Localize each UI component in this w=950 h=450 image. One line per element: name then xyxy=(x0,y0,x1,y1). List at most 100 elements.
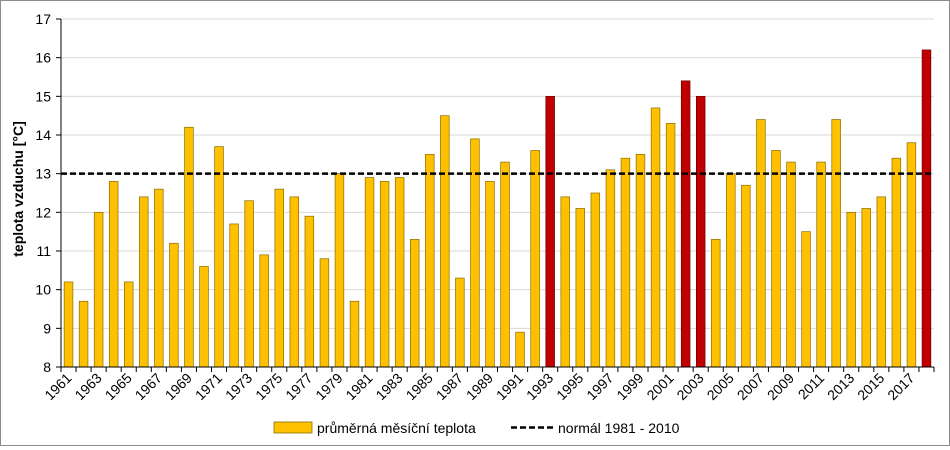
bar-1977 xyxy=(304,215,315,368)
x-tick-label: 1963 xyxy=(71,370,104,403)
bar-1961 xyxy=(63,281,74,368)
x-tick-label: 2015 xyxy=(854,370,887,403)
bar-1985 xyxy=(425,153,435,368)
x-tick-label: 1997 xyxy=(583,370,616,403)
bar-1994 xyxy=(560,196,570,368)
y-tick-label: 12 xyxy=(35,204,51,220)
x-tick-label: 1995 xyxy=(553,370,586,403)
x-axis-ticks: 1961196319651967196919711973197519771979… xyxy=(41,367,935,403)
x-tick-label: 2013 xyxy=(824,370,857,403)
y-tick-label: 13 xyxy=(35,166,51,182)
bar-1980 xyxy=(349,300,360,368)
x-tick-label: 1973 xyxy=(222,370,255,403)
bar-1975 xyxy=(274,188,284,368)
x-tick-label: 1979 xyxy=(312,370,345,403)
x-tick-label: 1999 xyxy=(613,370,646,403)
legend-label-bars: průměrná měsíční teplota xyxy=(317,420,476,436)
y-axis-ticks: 8 9 10 11 12 13 14 15 16 17 xyxy=(35,11,61,375)
bar-2011 xyxy=(816,161,826,368)
bar-1979 xyxy=(334,173,345,368)
bar-2006 xyxy=(741,184,751,368)
x-tick-label: 2005 xyxy=(704,370,737,403)
bar-2014 xyxy=(861,208,871,368)
bar-2017 xyxy=(906,142,917,368)
bar-2012 xyxy=(831,119,841,368)
bars xyxy=(63,49,932,368)
x-tick-label: 1977 xyxy=(282,370,315,403)
bar-2003 xyxy=(695,95,706,368)
bar-1995 xyxy=(575,208,585,368)
x-tick-label: 1969 xyxy=(162,370,195,403)
x-tick-label: 2003 xyxy=(673,370,706,403)
y-tick-label: 17 xyxy=(35,11,51,27)
y-tick-label: 11 xyxy=(36,243,51,259)
bar-1997 xyxy=(605,169,616,368)
x-tick-label: 1975 xyxy=(252,370,285,403)
x-tick-label: 1965 xyxy=(102,370,135,403)
x-tick-label: 2017 xyxy=(884,370,917,403)
bar-2008 xyxy=(771,150,781,368)
y-tick-label: 14 xyxy=(35,127,51,143)
bar-1991 xyxy=(515,331,525,368)
bar-2000 xyxy=(650,107,661,368)
x-tick-label: 2011 xyxy=(795,370,828,403)
bar-2010 xyxy=(801,231,811,368)
bar-2005 xyxy=(726,173,736,368)
bar-2015 xyxy=(876,196,887,368)
bar-1965 xyxy=(124,281,134,368)
x-tick-label: 2007 xyxy=(734,370,767,403)
bar-1990 xyxy=(500,161,510,368)
bar-2016 xyxy=(891,157,902,368)
y-tick-label: 9 xyxy=(43,320,51,336)
x-tick-label: 2009 xyxy=(764,370,797,403)
x-tick-label: 1985 xyxy=(403,370,436,403)
bar-1967 xyxy=(154,188,164,368)
bar-1963 xyxy=(93,211,104,368)
x-tick-label: 1967 xyxy=(132,370,165,403)
y-tick-label: 16 xyxy=(35,50,51,66)
y-tick-label: 8 xyxy=(43,359,51,375)
bar-1993 xyxy=(545,95,555,368)
legend-swatch-bars xyxy=(273,421,313,434)
bar-1964 xyxy=(108,181,119,368)
x-tick-label: 1983 xyxy=(372,370,405,403)
bar-2009 xyxy=(786,161,796,368)
bar-1983 xyxy=(394,177,405,368)
bar-1972 xyxy=(229,223,239,368)
bar-1969 xyxy=(184,126,194,368)
bar-1976 xyxy=(289,196,300,368)
bar-1981 xyxy=(364,177,375,368)
bar-2004 xyxy=(711,239,721,368)
bar-1971 xyxy=(214,146,224,368)
x-tick-label: 1993 xyxy=(523,370,556,403)
bar-1987 xyxy=(455,277,465,368)
bar-1962 xyxy=(78,300,89,368)
bar-1998 xyxy=(620,157,631,368)
bar-1973 xyxy=(244,200,254,368)
x-tick-label: 1971 xyxy=(192,370,225,403)
y-tick-label: 15 xyxy=(35,88,51,104)
x-tick-label: 1989 xyxy=(463,370,496,403)
bar-1966 xyxy=(139,196,149,368)
bar-1982 xyxy=(379,181,390,368)
x-tick-label: 2001 xyxy=(643,370,676,403)
bar-1978 xyxy=(319,258,330,368)
bar-1986 xyxy=(440,115,450,368)
bar-1999 xyxy=(635,153,646,368)
bar-1970 xyxy=(199,266,209,368)
x-tick-label: 1991 xyxy=(493,370,526,403)
y-tick-label: 10 xyxy=(35,282,51,298)
bar-2001 xyxy=(665,123,676,368)
bar-1996 xyxy=(590,192,601,368)
bar-2002 xyxy=(680,80,691,368)
bar-1989 xyxy=(485,181,495,368)
bar-2013 xyxy=(846,211,856,368)
bar-1968 xyxy=(169,242,179,368)
legend-label-normal: normál 1981 - 2010 xyxy=(558,420,680,436)
bar-2018 xyxy=(921,49,932,368)
x-tick-label: 1987 xyxy=(433,370,466,403)
bar-1984 xyxy=(410,239,420,368)
bar-1974 xyxy=(259,254,269,368)
